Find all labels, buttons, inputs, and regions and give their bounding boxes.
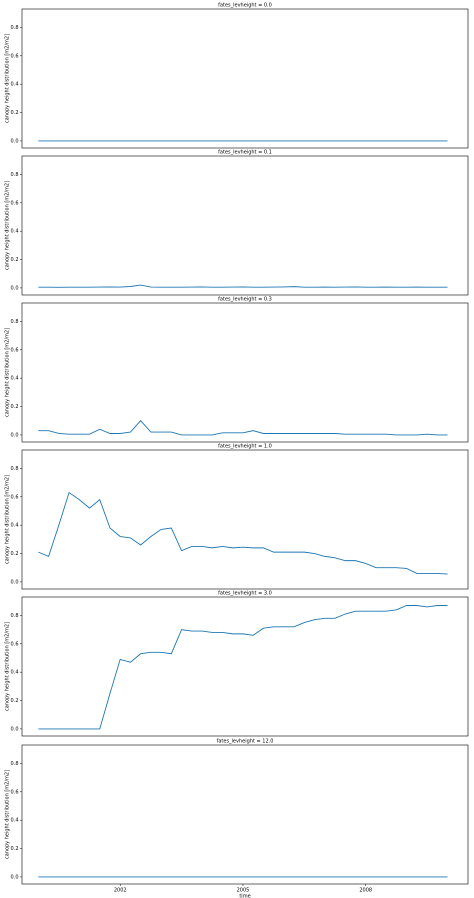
y-tick-label: 0.0 [11,285,19,291]
subplot-title: fates_levheight = 1.0 [218,444,272,450]
y-tick-label: 0.6 [11,641,19,647]
data-line [38,284,448,288]
y-tick-label: 0.4 [11,82,19,88]
y-tick-label: 0.8 [11,613,19,619]
axes-frame [21,449,469,590]
y-tick-label: 0.6 [11,789,19,795]
axes-frame [21,8,469,149]
y-axis-label: canopy height distribution [m2/m2] [5,475,11,564]
y-tick-label: 0.8 [11,319,19,325]
x-tick-label: 2005 [237,888,250,894]
subplot-title: fates_levheight = 3.0 [218,591,272,597]
y-tick-label: 0.2 [11,698,19,704]
axes-frame [21,302,469,443]
y-tick-label: 0.4 [11,376,19,382]
y-tick-label: 0.6 [11,200,19,206]
y-tick-label: 0.8 [11,172,19,178]
y-axis-label: canopy height distribution [m2/m2] [5,181,11,270]
subplot-title: fates_levheight = 0.0 [218,3,272,9]
subplot-title: fates_levheight = 12.0 [217,739,274,745]
x-axis-label: time [239,894,250,898]
y-tick-label: 0.6 [11,494,19,500]
y-tick-label: 0.6 [11,53,19,59]
axes-frame [21,744,469,885]
subplot: fates_levheight = 1.0 canopy height distr… [5,444,469,590]
y-tick-label: 0.0 [11,726,19,732]
y-tick-label: 0.2 [11,551,19,557]
subplot: fates_levheight = 12.0 canopy height dist… [5,739,469,898]
y-tick-label: 0.4 [11,818,19,824]
y-tick-label: 0.0 [11,138,19,144]
data-line [38,491,448,575]
x-tick-label: 2002 [114,888,127,894]
data-line [38,605,448,730]
y-tick-label: 0.0 [11,579,19,585]
subplot: fates_levheight = 0.3 canopy height distr… [5,297,469,443]
y-tick-label: 0.4 [11,670,19,676]
y-tick-label: 0.2 [11,404,19,410]
y-axis-label: canopy height distribution [m2/m2] [5,770,11,859]
y-tick-label: 0.2 [11,110,19,116]
x-tick-label: 2008 [359,888,372,894]
y-tick-label: 0.8 [11,466,19,472]
y-tick-label: 0.4 [11,523,19,529]
y-tick-label: 0.4 [11,229,19,235]
subplot: fates_levheight = 3.0 canopy height distr… [5,591,469,737]
axes-frame [21,155,469,296]
y-tick-label: 0.0 [11,432,19,438]
y-tick-label: 0.6 [11,347,19,353]
data-line [38,420,448,436]
subplot: fates_levheight = 0.1 canopy height distr… [5,150,469,296]
y-tick-label: 0.8 [11,761,19,767]
y-tick-label: 0.8 [11,25,19,31]
y-axis-label: canopy height distribution [m2/m2] [5,34,11,123]
y-axis-label: canopy height distribution [m2/m2] [5,622,11,711]
subplot: fates_levheight = 0.0 canopy height distr… [5,3,469,149]
y-tick-label: 0.2 [11,846,19,852]
y-axis-label: canopy height distribution [m2/m2] [5,328,11,417]
y-tick-label: 0.0 [11,874,19,880]
subplot-title: fates_levheight = 0.1 [218,150,272,156]
y-tick-label: 0.2 [11,257,19,263]
subplot-title: fates_levheight = 0.3 [218,297,272,303]
axes-frame [21,596,469,737]
